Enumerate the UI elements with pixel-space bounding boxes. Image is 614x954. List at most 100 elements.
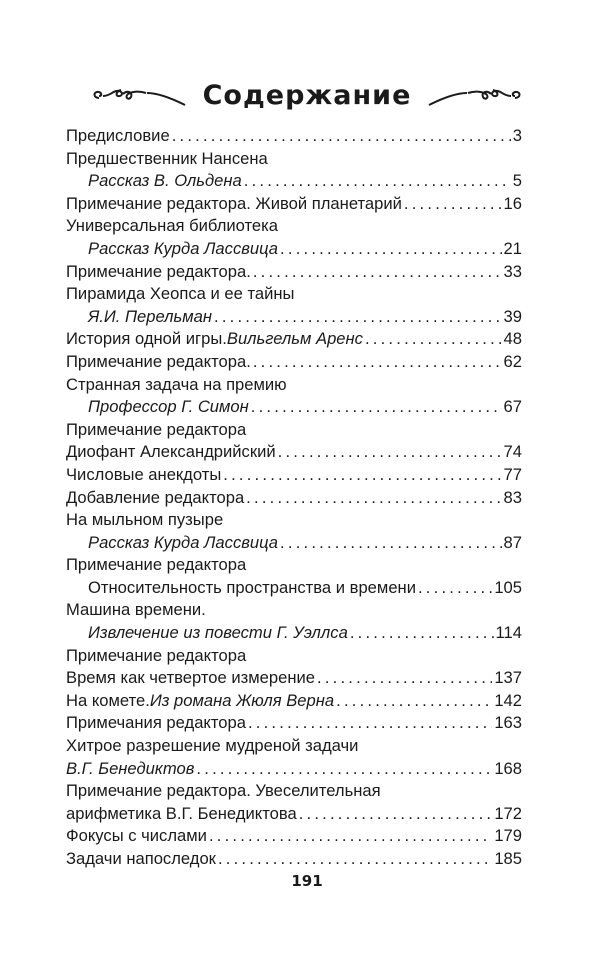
toc-entry: Рассказ Курда Лассвица 21 xyxy=(66,239,522,262)
entry-page: 21 xyxy=(503,238,522,258)
toc-entry: Относительность пространства и времени 10… xyxy=(66,578,522,601)
ornament-right-icon xyxy=(425,84,525,108)
entry-page: 5 xyxy=(512,171,522,191)
toc-entry: Задачи напоследок 185 xyxy=(66,849,522,872)
toc-entry: Машина времени. xyxy=(66,600,522,623)
entry-title: Примечание редактора xyxy=(66,419,247,439)
entry-page: 105 xyxy=(494,577,522,597)
entry-title: Примечания редактора xyxy=(66,713,246,733)
dot-leader xyxy=(299,804,493,824)
toc-entry: Профессор Г. Симон 67 xyxy=(66,397,522,420)
entry-page: 87 xyxy=(503,532,522,552)
entry-title: На комете. xyxy=(66,690,150,710)
toc-header: Содержание xyxy=(0,80,614,111)
toc-entry: На комете. Из романа Жюля Верна 142 xyxy=(66,691,522,714)
dot-leader xyxy=(336,691,492,711)
toc-entry: Добавление редактора 83 xyxy=(66,488,522,511)
toc-entry: Примечание редактора xyxy=(66,420,522,443)
dot-leader xyxy=(280,239,501,259)
entry-title: Примечание редактора. Живой планетарий xyxy=(66,193,402,213)
entry-page: 62 xyxy=(503,351,522,371)
entry-title: Примечание редактора. xyxy=(66,351,251,371)
entry-title: Время как четвертое измерение xyxy=(66,668,316,688)
entry-title: Машина времени. xyxy=(66,600,206,620)
toc-entry: Хитрое разрешение мудреной задачи xyxy=(66,736,522,759)
entry-title: На мыльном пузыре xyxy=(66,510,224,530)
entry-author: Рассказ В. Ольдена xyxy=(88,171,242,191)
dot-leader xyxy=(196,759,492,779)
entry-author: Рассказ Курда Лассвица xyxy=(88,238,279,258)
dot-leader xyxy=(172,126,511,146)
entry-title: Предисловие xyxy=(66,126,170,145)
toc-entry: Извлечение из повести Г. Уэллса 114 xyxy=(66,623,522,646)
entry-page: 168 xyxy=(494,758,522,778)
dot-leader xyxy=(350,623,494,643)
dot-leader xyxy=(209,826,492,846)
entry-author: Я.И. Перельман xyxy=(88,306,212,326)
entry-title: Диофант Александрийский xyxy=(66,442,276,462)
entry-page: 67 xyxy=(503,397,522,417)
entry-author: В.Г. Бенедиктов xyxy=(66,758,195,778)
dot-leader xyxy=(218,849,492,869)
entry-page: 74 xyxy=(503,442,522,462)
entry-page: 83 xyxy=(503,487,522,507)
entry-title: История одной игры. xyxy=(66,329,227,349)
toc-entry: Примечания редактора 163 xyxy=(66,713,522,736)
toc-entry: История одной игры. Вильгельм Аренс 48 xyxy=(66,329,522,352)
entry-title: Примечание редактора. Увеселительная xyxy=(66,781,381,801)
entry-title: Примечание редактора xyxy=(66,645,247,665)
toc-entry: Пирамида Хеопса и ее тайны xyxy=(66,284,522,307)
toc-entry: Примечание редактора. Живой планетарий 16 xyxy=(66,194,522,217)
dot-leader xyxy=(223,465,501,485)
dot-leader xyxy=(253,262,502,282)
entry-title: Пирамида Хеопса и ее тайны xyxy=(66,284,295,304)
entry-author: Из романа Жюля Верна xyxy=(149,690,335,710)
entry-title: Задачи напоследок xyxy=(66,849,216,868)
dot-leader xyxy=(280,533,501,553)
entry-title: Хитрое разрешение мудреной задачи xyxy=(66,736,359,756)
entry-page: 163 xyxy=(494,713,522,733)
entry-page: 179 xyxy=(494,826,522,846)
page-title: Содержание xyxy=(202,80,412,111)
toc-entry: Предисловие 3 xyxy=(66,126,522,149)
toc-entry: На мыльном пузыре xyxy=(66,510,522,533)
toc-entry: Примечание редактора xyxy=(66,555,522,578)
entry-title: Числовые анекдоты xyxy=(66,464,222,484)
entry-page: 3 xyxy=(512,126,522,145)
toc-entry: Время как четвертое измерение 137 xyxy=(66,668,522,691)
entry-title: Примечание редактора. xyxy=(66,261,251,281)
toc-entry: Я.И. Перельман 39 xyxy=(66,307,522,330)
table-of-contents: Предисловие 3 Предшественник Нансена Расска… xyxy=(66,126,522,872)
toc-entry: Примечание редактора. 62 xyxy=(66,352,522,375)
dot-leader xyxy=(404,194,502,214)
entry-page: 48 xyxy=(503,329,522,349)
entry-page: 33 xyxy=(503,261,522,281)
entry-page: 185 xyxy=(494,849,522,868)
dot-leader xyxy=(246,488,501,508)
entry-page: 114 xyxy=(495,623,522,643)
toc-entry: Предшественник Нансена xyxy=(66,149,522,172)
entry-page: 16 xyxy=(503,193,522,213)
toc-entry: Универсальная библиотека xyxy=(66,216,522,239)
toc-entry: Примечание редактора xyxy=(66,646,522,669)
dot-leader xyxy=(278,442,502,462)
toc-entry: Рассказ Курда Лассвица 87 xyxy=(66,533,522,556)
entry-title: Странная задача на премию xyxy=(66,374,287,394)
dot-leader xyxy=(248,713,492,733)
toc-entry: Странная задача на премию xyxy=(66,375,522,398)
toc-entry: Рассказ В. Ольдена 5 xyxy=(66,171,522,194)
entry-title: арифметика В.Г. Бенедиктова xyxy=(66,803,297,823)
toc-entry: В.Г. Бенедиктов 168 xyxy=(66,759,522,782)
toc-entry: Фокусы с числами 179 xyxy=(66,826,522,849)
toc-entry: Примечание редактора. Увеселительная xyxy=(66,781,522,804)
toc-entry: арифметика В.Г. Бенедиктова 172 xyxy=(66,804,522,827)
toc-entry: Диофант Александрийский 74 xyxy=(66,442,522,465)
entry-author: Рассказ Курда Лассвица xyxy=(88,532,279,552)
entry-title: Относительность пространства и времени xyxy=(88,577,416,597)
entry-author: Профессор Г. Симон xyxy=(88,397,249,417)
entry-title: Примечание редактора xyxy=(66,555,247,575)
entry-title: Фокусы с числами xyxy=(66,826,207,846)
ornament-left-icon xyxy=(89,84,189,108)
entry-author: Извлечение из повести Г. Уэллса xyxy=(88,623,348,643)
entry-title: Предшественник Нансена xyxy=(66,148,268,168)
